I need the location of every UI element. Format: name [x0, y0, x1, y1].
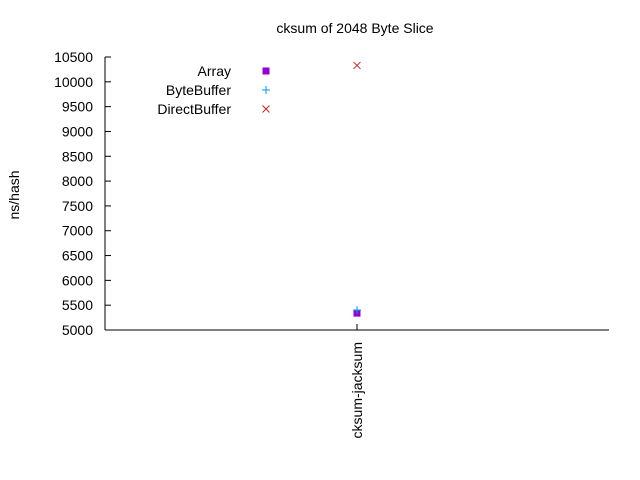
legend-marker-bytebuffer	[262, 86, 270, 94]
legend-label: Array	[198, 63, 231, 79]
y-axis-title: ns/hash	[6, 170, 22, 219]
chart-title: cksum of 2048 Byte Slice	[276, 20, 433, 36]
y-tick-label: 6000	[62, 272, 93, 288]
y-axis: 5000 5500 6000 6500 7000 7500 8000 8500 9000 9500…	[54, 49, 111, 338]
y-tick-label: 9500	[62, 99, 93, 115]
legend: Array ByteBuffer DirectBuffer	[157, 63, 270, 117]
y-tick-label: 8500	[62, 148, 93, 164]
legend-marker-directbuffer	[262, 105, 270, 113]
y-tick-label: 7000	[62, 223, 93, 239]
y-tick-label: 7500	[62, 198, 93, 214]
y-tick-label: 5500	[62, 297, 93, 313]
y-tick-label: 5000	[62, 322, 93, 338]
y-tick-label: 6500	[62, 248, 93, 264]
data-point-directbuffer	[353, 61, 361, 70]
y-tick-label: 10500	[54, 49, 93, 65]
data-point-bytebuffer	[353, 306, 361, 315]
legend-label: ByteBuffer	[166, 82, 231, 98]
y-tick-label: 9000	[62, 123, 93, 139]
x-axis: cksum-jacksum	[349, 324, 365, 438]
x-tick-label: cksum-jacksum	[349, 342, 365, 438]
legend-label: DirectBuffer	[157, 101, 231, 117]
y-tick-label: 10000	[54, 74, 93, 90]
legend-marker-array	[262, 67, 270, 75]
data-points	[353, 61, 361, 317]
y-tick-label: 8000	[62, 173, 93, 189]
